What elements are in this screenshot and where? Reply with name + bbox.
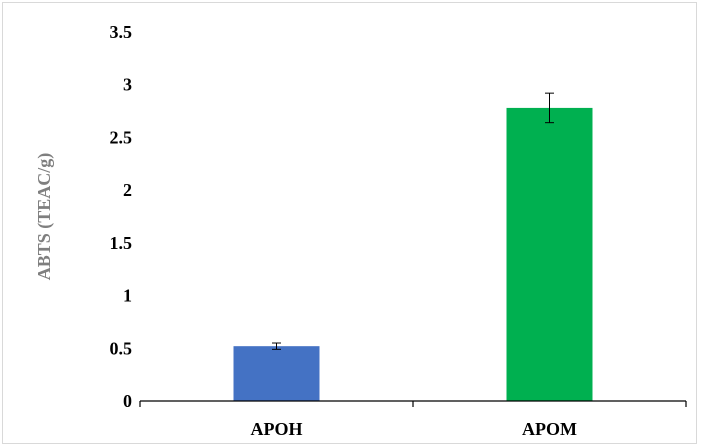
y-tick-label: 0 — [123, 391, 132, 411]
x-category-label: APOM — [522, 419, 577, 439]
y-axis-title: ABTS (TEAC/g) — [34, 153, 55, 281]
y-tick-label: 3 — [123, 75, 132, 95]
error-bars-group — [272, 92, 554, 350]
bars-group — [233, 107, 593, 401]
error-bar-apom — [545, 92, 554, 124]
y-tick-label: 1.5 — [110, 233, 133, 253]
bar-apoh — [233, 346, 320, 401]
y-tick-label: 2.5 — [110, 127, 133, 147]
bar-apom — [506, 107, 593, 401]
y-tick-label: 1 — [123, 286, 132, 306]
y-tick-label: 2 — [123, 180, 132, 200]
y-axis-ticks: 0 0.5 1 1.5 2 2.5 3 3.5 — [110, 22, 133, 411]
error-bar-apoh — [272, 342, 281, 350]
x-category-label: APOH — [251, 419, 303, 439]
x-axis-ticks: APOH APOM — [139, 401, 687, 439]
y-tick-label: 3.5 — [110, 22, 133, 42]
y-tick-label: 0.5 — [110, 338, 133, 358]
